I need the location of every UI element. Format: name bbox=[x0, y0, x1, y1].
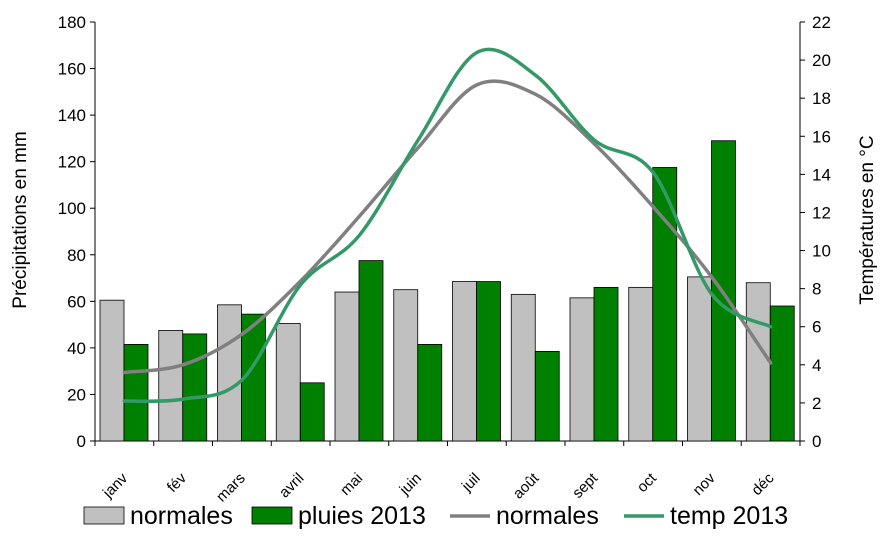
y-right-tick-label: 0 bbox=[812, 432, 821, 451]
x-tick-label: juin bbox=[396, 470, 425, 499]
y-left-tick-label: 180 bbox=[58, 13, 86, 32]
y-right-tick-label: 4 bbox=[812, 356, 821, 375]
bar-pluies-2013 bbox=[594, 287, 618, 441]
y-axis-left-label: Précipitations en mm bbox=[10, 131, 31, 308]
legend-label-normales-bar: normales bbox=[130, 502, 233, 530]
y-left-tick-label: 100 bbox=[58, 199, 86, 218]
bar-pluies-2013 bbox=[359, 261, 383, 441]
y-axis-right-label: Températures en °C bbox=[857, 135, 878, 304]
bar-pluies-2013 bbox=[124, 344, 148, 441]
bar-pluies-2013 bbox=[535, 351, 559, 441]
y-right-tick-label: 20 bbox=[812, 51, 831, 70]
x-tick-label: mars bbox=[213, 470, 249, 506]
bar-normales bbox=[159, 330, 183, 441]
bar-normales bbox=[335, 292, 359, 441]
x-tick-label: sept bbox=[569, 469, 602, 502]
bar-normales bbox=[100, 300, 124, 441]
y-left-tick-label: 120 bbox=[58, 153, 86, 172]
x-tick-label: nov bbox=[690, 469, 719, 498]
bar-pluies-2013 bbox=[770, 306, 794, 441]
y-right-tick-label: 22 bbox=[812, 13, 831, 32]
bar-normales bbox=[276, 323, 300, 441]
y-left-tick-label: 20 bbox=[67, 385, 86, 404]
bar-pluies-2013 bbox=[300, 383, 324, 441]
bar-normales bbox=[218, 305, 242, 441]
y-right-tick-label: 12 bbox=[812, 203, 831, 222]
y-right-tick-label: 8 bbox=[812, 280, 821, 299]
x-tick-label: janv bbox=[99, 469, 132, 502]
bar-pluies-2013 bbox=[477, 282, 501, 441]
legend-label-normales-line: normales bbox=[496, 502, 599, 530]
x-tick-label: fév bbox=[164, 469, 191, 496]
bar-pluies-2013 bbox=[183, 334, 207, 441]
y-right-tick-label: 18 bbox=[812, 89, 831, 108]
x-tick-label: mai bbox=[337, 470, 366, 499]
bar-normales bbox=[688, 277, 712, 441]
x-tick-label: juil bbox=[458, 470, 484, 496]
y-right-tick-label: 10 bbox=[812, 242, 831, 261]
y-left-tick-label: 60 bbox=[67, 292, 86, 311]
bar-normales bbox=[453, 282, 477, 441]
y-left-tick-label: 40 bbox=[67, 339, 86, 358]
legend-swatch-normales-bar bbox=[84, 507, 124, 524]
y-left-tick-label: 140 bbox=[58, 106, 86, 125]
bar-pluies-2013 bbox=[418, 344, 442, 441]
y-left-tick-label: 0 bbox=[77, 432, 86, 451]
y-right-tick-label: 2 bbox=[812, 394, 821, 413]
legend-label-pluies-2013: pluies 2013 bbox=[298, 502, 426, 530]
y-right-tick-label: 16 bbox=[812, 127, 831, 146]
labels-layer: Précipitations en mm Températures en °C bbox=[10, 131, 878, 308]
bar-normales bbox=[394, 290, 418, 441]
x-tick-label: déc bbox=[748, 469, 777, 498]
y-left-tick-label: 160 bbox=[58, 60, 86, 79]
x-tick-label: avril bbox=[276, 470, 307, 501]
bar-normales bbox=[570, 298, 594, 441]
bar-normales bbox=[511, 294, 535, 441]
bar-normales bbox=[746, 283, 770, 441]
legend-swatch-pluies-2013 bbox=[252, 507, 292, 524]
y-right-tick-label: 6 bbox=[812, 318, 821, 337]
y-right-tick-label: 14 bbox=[812, 165, 831, 184]
x-tick-label: oct bbox=[634, 469, 661, 496]
legend: normales pluies 2013 normales temp 2013 bbox=[84, 502, 788, 530]
x-tick-label: août bbox=[510, 469, 543, 502]
legend-label-temp-2013: temp 2013 bbox=[670, 502, 788, 530]
y-left-tick-label: 80 bbox=[67, 246, 86, 265]
bar-normales bbox=[629, 287, 653, 441]
